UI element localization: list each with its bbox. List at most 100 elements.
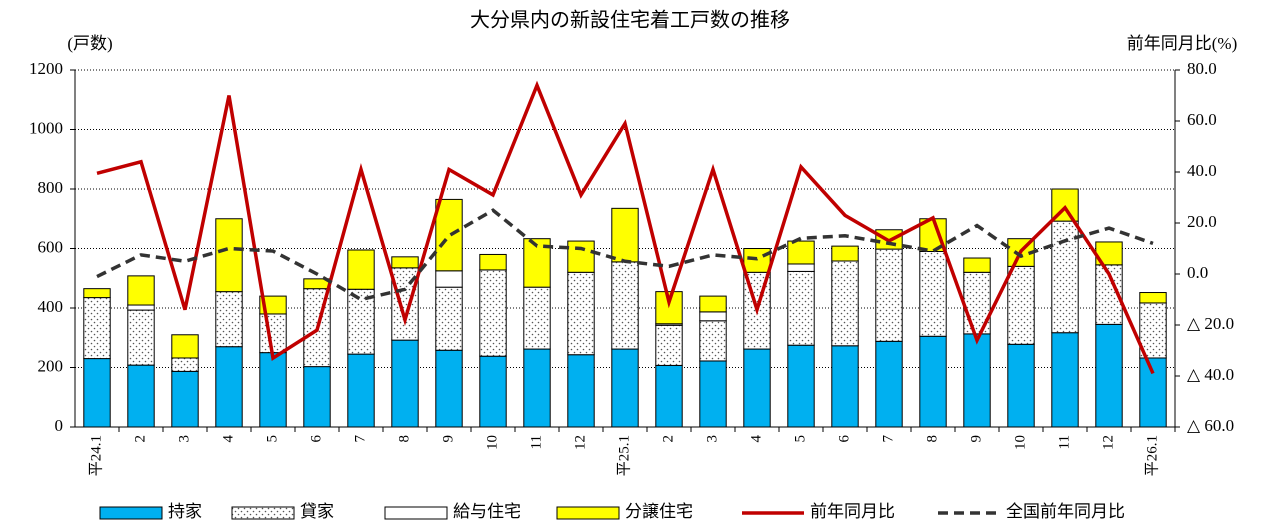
y2-tick-label: 0.0 bbox=[1187, 263, 1208, 282]
x-tick-label: 11 bbox=[528, 435, 544, 449]
bar bbox=[127, 364, 155, 428]
bar bbox=[523, 286, 551, 350]
x-tick-label: 4 bbox=[748, 435, 764, 443]
bar bbox=[303, 366, 331, 428]
bar bbox=[567, 271, 595, 356]
bar bbox=[1007, 343, 1035, 428]
y2-tick-label: △ 40.0 bbox=[1187, 365, 1234, 384]
y-tick-label: 800 bbox=[38, 178, 64, 197]
x-tick-label: 6 bbox=[836, 435, 852, 443]
bar bbox=[875, 248, 903, 342]
bar bbox=[83, 297, 111, 360]
x-tick-label: 3 bbox=[704, 435, 720, 443]
legend-swatch bbox=[556, 506, 620, 520]
legend-label: 全国前年同月比 bbox=[1006, 502, 1125, 521]
bar bbox=[875, 340, 903, 428]
bar bbox=[391, 339, 419, 428]
x-tick-label: 平25.1 bbox=[616, 435, 632, 476]
bar bbox=[743, 348, 771, 428]
y2-tick-label: △ 60.0 bbox=[1187, 416, 1234, 435]
bar bbox=[963, 257, 991, 273]
y-tick-label: 1000 bbox=[29, 118, 63, 137]
legend-swatch bbox=[231, 506, 295, 520]
bar bbox=[435, 349, 463, 428]
legend-swatch bbox=[384, 506, 448, 520]
x-tick-label: 6 bbox=[308, 435, 324, 443]
chart-title: 大分県内の新設住宅着工戸数の推移 bbox=[470, 9, 790, 32]
bar bbox=[259, 352, 287, 428]
x-tick-label: 平26.1 bbox=[1144, 435, 1160, 476]
y-tick-label: 1200 bbox=[29, 59, 63, 78]
bar bbox=[171, 370, 199, 428]
y2-tick-label: 80.0 bbox=[1187, 59, 1217, 78]
bar bbox=[655, 364, 683, 428]
bar bbox=[127, 304, 155, 311]
bar bbox=[127, 309, 155, 366]
bar bbox=[699, 295, 727, 313]
bar bbox=[1139, 292, 1167, 304]
bar bbox=[611, 261, 639, 350]
bar bbox=[215, 218, 243, 293]
x-tick-label: 10 bbox=[484, 435, 500, 450]
bar bbox=[479, 355, 507, 428]
bar bbox=[787, 240, 815, 265]
legend-swatch bbox=[99, 506, 163, 520]
bar bbox=[259, 313, 287, 354]
x-tick-label: 11 bbox=[1056, 435, 1072, 449]
bar bbox=[435, 270, 463, 288]
bar bbox=[919, 250, 947, 337]
x-tick-label: 5 bbox=[264, 435, 280, 443]
x-tick-label: 10 bbox=[1012, 435, 1028, 450]
x-tick-label: 7 bbox=[352, 435, 368, 443]
x-tick-label: 12 bbox=[572, 435, 588, 450]
x-tick-label: 平24.1 bbox=[88, 435, 104, 476]
y-tick-label: 600 bbox=[38, 237, 64, 256]
bar bbox=[171, 357, 199, 372]
bar bbox=[963, 333, 991, 428]
bar bbox=[1095, 323, 1123, 428]
y2-tick-label: △ 20.0 bbox=[1187, 314, 1234, 333]
x-tick-label: 5 bbox=[792, 435, 808, 443]
bar bbox=[215, 291, 243, 348]
x-tick-label: 12 bbox=[1100, 435, 1116, 450]
bar bbox=[611, 207, 639, 263]
y-tick-label: 400 bbox=[38, 297, 64, 316]
bar bbox=[83, 288, 111, 299]
y-axis-label: (戸数) bbox=[67, 34, 112, 53]
x-tick-label: 9 bbox=[968, 435, 984, 443]
y2-axis-label: 前年同月比(%) bbox=[1127, 34, 1237, 53]
bar bbox=[831, 260, 859, 347]
bar bbox=[567, 354, 595, 428]
y-tick-label: 0 bbox=[55, 416, 64, 435]
legend-label: 貸家 bbox=[300, 502, 334, 521]
bar bbox=[831, 245, 859, 262]
x-tick-label: 9 bbox=[440, 435, 456, 443]
x-tick-label: 8 bbox=[396, 435, 412, 443]
y2-tick-label: 40.0 bbox=[1187, 161, 1217, 180]
bar bbox=[215, 346, 243, 428]
bar bbox=[1139, 302, 1167, 359]
bar bbox=[787, 263, 815, 272]
legend-label: 持家 bbox=[168, 502, 202, 521]
bar bbox=[391, 256, 419, 269]
bar bbox=[699, 311, 727, 322]
bar bbox=[127, 275, 155, 306]
bar bbox=[567, 240, 595, 273]
x-tick-label: 3 bbox=[176, 435, 192, 443]
y-tick-label: 200 bbox=[38, 356, 64, 375]
bar bbox=[347, 353, 375, 428]
bar bbox=[831, 345, 859, 428]
bar bbox=[347, 249, 375, 290]
bar bbox=[1139, 357, 1167, 428]
bar bbox=[435, 198, 463, 272]
x-tick-label: 7 bbox=[880, 435, 896, 443]
bar bbox=[699, 360, 727, 428]
bar bbox=[523, 348, 551, 428]
bar bbox=[1051, 332, 1079, 428]
legend-label: 給与住宅 bbox=[453, 502, 521, 521]
y2-tick-label: 60.0 bbox=[1187, 110, 1217, 129]
x-tick-label: 2 bbox=[660, 435, 676, 443]
bar bbox=[171, 334, 199, 359]
line bbox=[96, 80, 1155, 375]
